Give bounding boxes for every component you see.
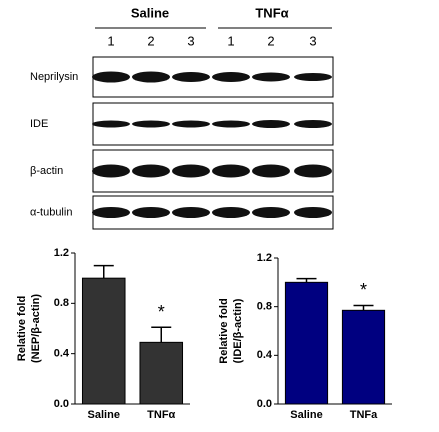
band (252, 164, 290, 178)
band (294, 120, 332, 128)
y-tick-label: 1.2 (257, 252, 272, 264)
lane-label: 1 (227, 33, 234, 48)
band (252, 120, 290, 128)
bar (139, 341, 184, 405)
annotation: * (360, 280, 367, 300)
x-tick-label: TNFa (350, 409, 378, 421)
band (252, 207, 290, 218)
band (252, 72, 290, 82)
x-tick-label: TNFα (147, 409, 175, 421)
band (92, 207, 130, 218)
y-tick-label: 0.0 (54, 398, 69, 410)
lane-label: 1 (107, 33, 114, 48)
y-axis-label: (NEP/β-actin) (30, 294, 42, 363)
band (212, 207, 250, 218)
x-tick-label: Saline (88, 409, 120, 421)
group-label: Saline (131, 5, 169, 20)
y-tick-label: 0.4 (257, 349, 273, 361)
row-label: β-actin (30, 165, 63, 177)
band (172, 207, 210, 218)
y-tick-label: 0.8 (257, 301, 272, 313)
band (172, 164, 210, 178)
band (294, 207, 332, 218)
band (92, 71, 130, 83)
band (132, 120, 170, 128)
band (294, 164, 332, 178)
y-axis-label: Relative fold (16, 296, 28, 361)
band (132, 164, 170, 178)
group-label: TNFα (255, 5, 288, 20)
band (92, 164, 130, 178)
x-tick-label: Saline (290, 409, 322, 421)
bar (81, 277, 126, 405)
band (132, 71, 170, 83)
y-axis-label: (IDE/β-actin) (232, 298, 244, 363)
bar (341, 309, 386, 405)
band (212, 164, 250, 178)
band (172, 72, 210, 82)
row-label: α-tubulin (30, 206, 72, 218)
band (212, 72, 250, 82)
y-tick-label: 1.2 (54, 247, 69, 259)
y-axis-label: Relative fold (218, 298, 230, 363)
lane-label: 3 (309, 33, 316, 48)
band (172, 120, 210, 128)
lane-label: 2 (147, 33, 154, 48)
y-tick-label: 0.4 (54, 348, 70, 360)
band (294, 73, 332, 81)
band (92, 120, 130, 128)
annotation: * (158, 302, 165, 322)
row-label: IDE (30, 118, 48, 130)
row-label: Neprilysin (30, 71, 78, 83)
band (132, 207, 170, 218)
lane-label: 3 (187, 33, 194, 48)
lane-label: 2 (267, 33, 274, 48)
bar (284, 281, 329, 405)
y-tick-label: 0.0 (257, 398, 272, 410)
band (212, 120, 250, 128)
y-tick-label: 0.8 (54, 297, 69, 309)
